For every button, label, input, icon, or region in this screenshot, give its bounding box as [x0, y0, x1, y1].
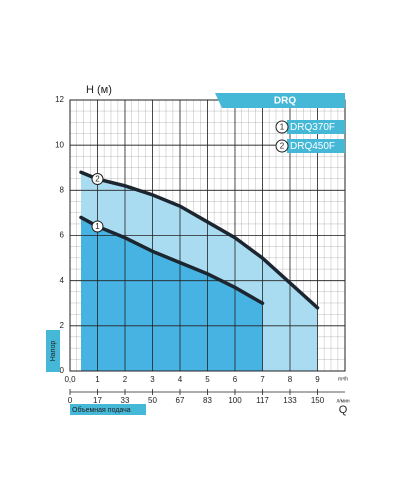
curve-marker [91, 173, 104, 186]
legend-box [287, 120, 345, 134]
y-side-box [46, 330, 60, 372]
x2-tick-label: 17 [93, 396, 102, 405]
x2-tick-label: 133 [283, 396, 297, 405]
x2-tick-label: 50 [148, 396, 157, 405]
x-symbol: Q [339, 404, 348, 416]
x-tick-label: 9 [315, 375, 320, 384]
x2-tick-label: 67 [176, 396, 185, 405]
y-tick-label: 2 [60, 321, 65, 330]
x-tick-label: 6 [233, 375, 238, 384]
x-tick-label: 1 [95, 375, 100, 384]
x-tick-label: 4 [178, 375, 183, 384]
x-tick-label: 8 [288, 375, 293, 384]
x2-unit: л/мин [336, 398, 350, 404]
y-tick-label: 10 [55, 140, 64, 149]
legend-label: DRQ370F [290, 122, 335, 133]
y-side-label: Напор [50, 341, 57, 362]
series-line [79, 170, 320, 310]
curve-number: 2 [95, 175, 100, 184]
chart-title: DRQ [274, 96, 296, 107]
x-label-box [70, 404, 146, 415]
legend: 1 DRQ370F 2 DRQ450F [275, 120, 345, 153]
y-tick-label: 0 [60, 366, 65, 375]
y-tick-label: 8 [60, 185, 65, 194]
plot-border [69, 99, 346, 372]
x-unit: m³/h [338, 376, 348, 382]
x-tick-label: 2 [123, 375, 128, 384]
x-tick-label: 7 [260, 375, 265, 384]
x-tick-label: 3 [150, 375, 155, 384]
x2-tick-label: 100 [228, 396, 242, 405]
y-tick-label: 6 [60, 231, 65, 240]
x2-tick-label: 33 [121, 396, 130, 405]
x-tick-label: 5 [205, 375, 210, 384]
curve-number: 1 [95, 222, 100, 231]
x2-tick-label: 0 [68, 396, 73, 405]
y-tick-label: 12 [55, 95, 64, 104]
legend-label: DRQ450F [290, 141, 335, 152]
x2-tick-label: 83 [203, 396, 212, 405]
series-area [81, 217, 263, 371]
legend-marker [275, 120, 289, 134]
legend-number: 1 [280, 123, 285, 132]
title-banner [215, 93, 345, 108]
legend-box [287, 139, 345, 153]
x-tick-label: 0,0 [64, 375, 76, 384]
legend-marker [275, 139, 289, 153]
lines: 12 [79, 170, 320, 310]
x2-tick-label: 117 [256, 396, 269, 405]
y-tick-label: 4 [60, 276, 65, 285]
y-label: H (м) [86, 84, 112, 96]
curve-marker [91, 220, 104, 233]
x2-tick-label: 150 [311, 396, 325, 405]
x-label: Объемная подача [72, 406, 131, 414]
legend-number: 2 [280, 142, 285, 151]
